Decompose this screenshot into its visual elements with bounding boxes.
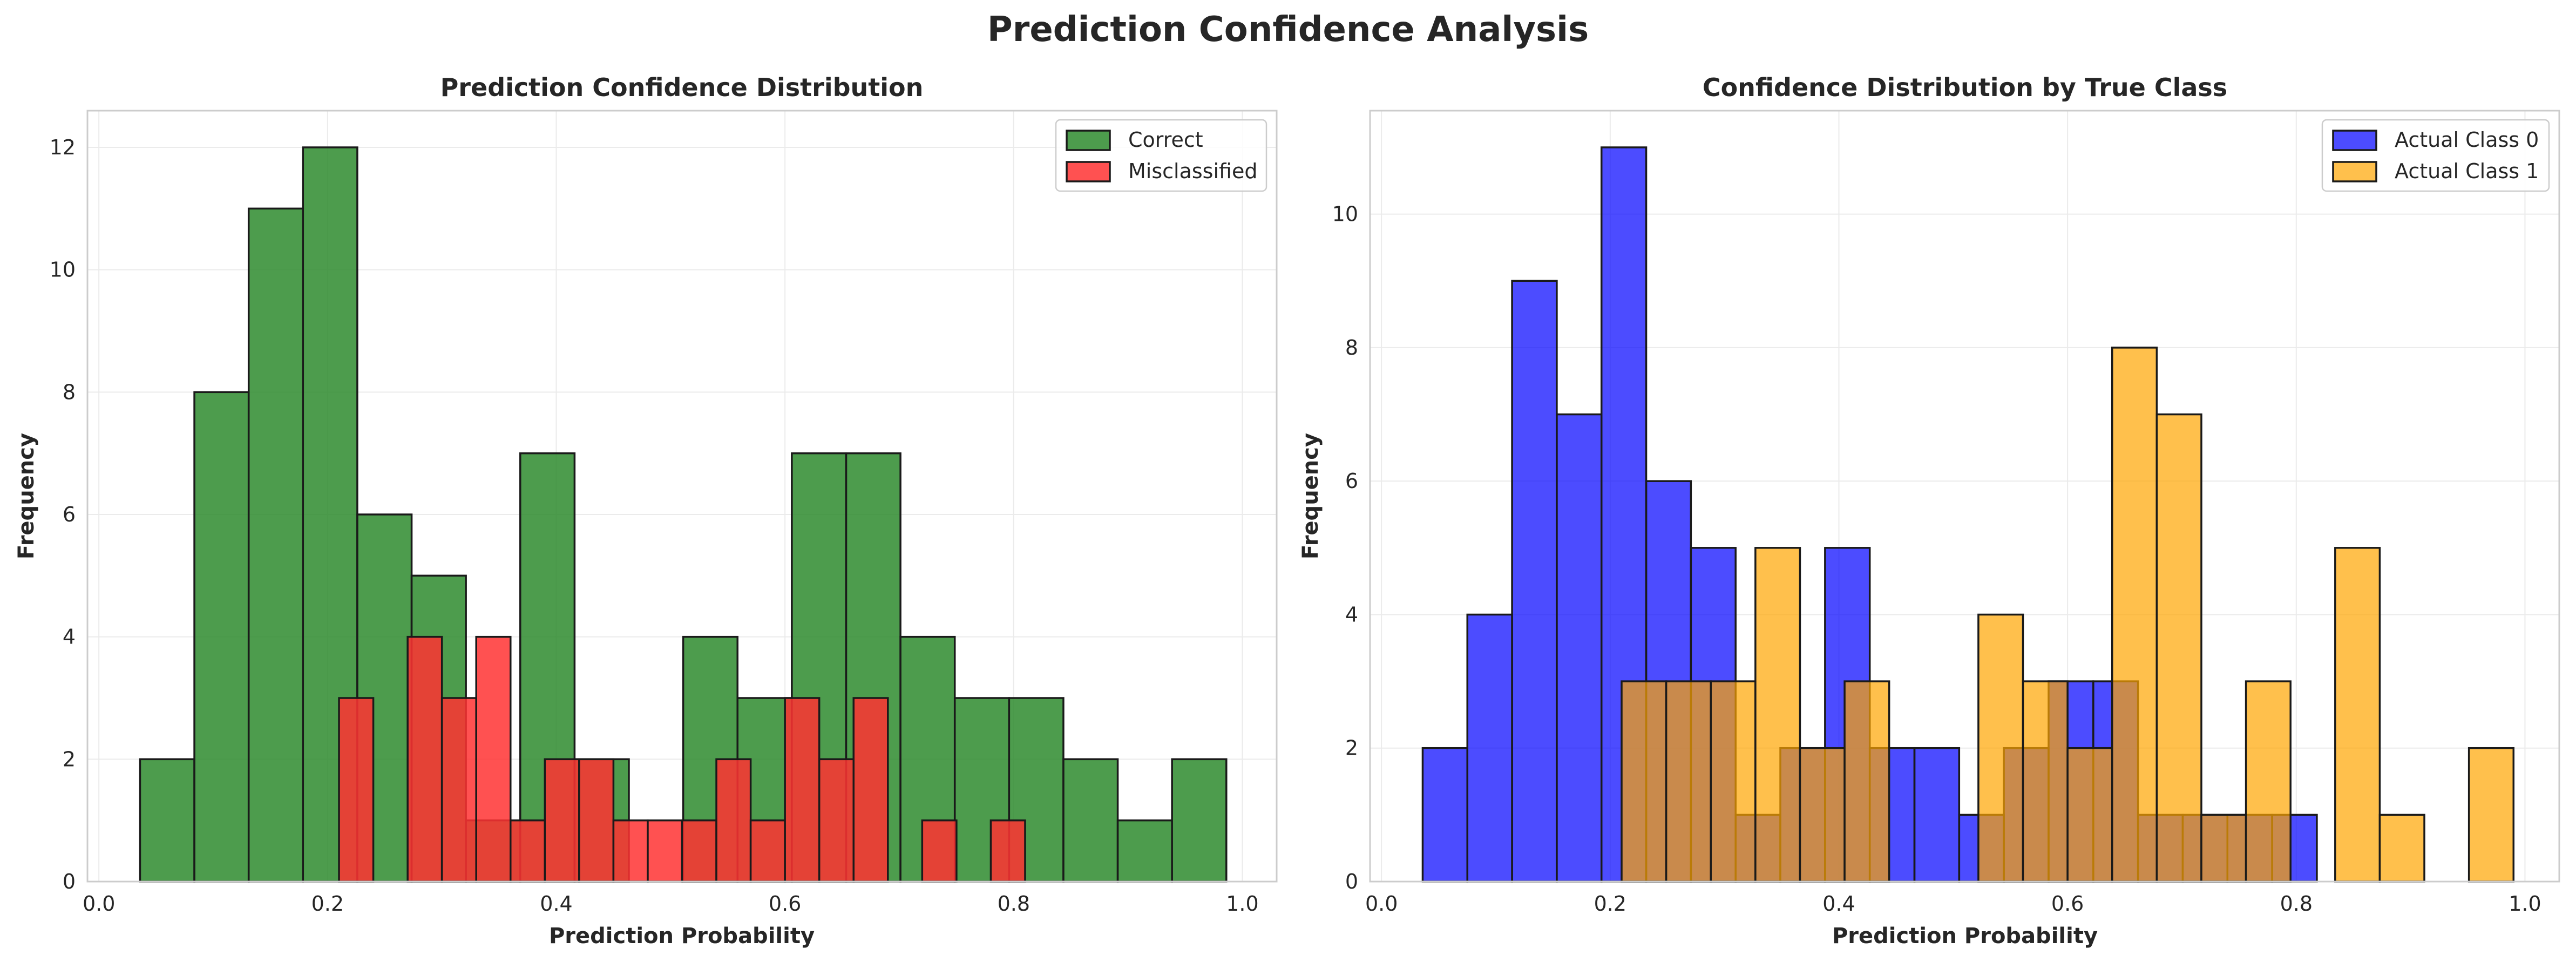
right-x-tick-label: 0.8 [2280, 892, 2313, 916]
legend-label-actual-class-0: Actual Class 0 [2395, 128, 2539, 152]
right-y-tick-label: 8 [1345, 336, 1358, 360]
left-x-tick-label: 0.4 [540, 892, 572, 916]
legend-label-misclassified: Misclassified [1128, 159, 1257, 183]
bar-actual-class-0 [1913, 747, 1961, 883]
right-y-tick-label: 2 [1345, 736, 1358, 760]
bar-misclassified [749, 819, 786, 883]
bar-actual-class-0 [1466, 613, 1513, 883]
bar-misclassified [681, 819, 717, 883]
bar-misclassified [921, 819, 958, 883]
bar-correct [139, 758, 195, 883]
legend-label-actual-class-1: Actual Class 1 [2395, 159, 2539, 183]
bar-misclassified [338, 697, 375, 883]
right-histogram-bars [1421, 146, 2515, 883]
left-histogram-bars [139, 146, 1228, 883]
bar-correct [1062, 758, 1119, 883]
bar-actual-class-1 [1977, 613, 2024, 883]
bar-actual-class-1 [2334, 547, 2381, 883]
left-histogram-x-axis-label: Prediction Probability [549, 924, 815, 949]
bar-misclassified [578, 758, 615, 883]
left-y-tick-label: 12 [50, 136, 76, 159]
right-histogram-plot-frame [1369, 110, 2560, 883]
right-histogram-y-axis-label: Frequency [1298, 433, 1323, 559]
right-y-tick-label: 0 [1345, 870, 1358, 893]
bar-misclassified [440, 697, 477, 883]
bar-actual-class-1 [2066, 747, 2113, 883]
right-x-tick-label: 0.0 [1365, 892, 1398, 916]
legend-swatch-actual-class-1 [2332, 161, 2377, 182]
bar-misclassified [544, 758, 580, 883]
left-x-tick-label: 1.0 [1226, 892, 1258, 916]
bar-actual-class-1 [1665, 680, 1712, 883]
legend-swatch-misclassified [1066, 161, 1111, 182]
right-histogram-title: Confidence Distribution by True Class [1703, 73, 2227, 102]
bar-misclassified [406, 635, 443, 883]
bar-actual-class-0 [1556, 413, 1603, 883]
left-histogram-y-axis-label: Frequency [14, 433, 39, 559]
legend-label-correct: Correct [1128, 128, 1203, 152]
right-histogram-tick-labels: 0.0 0.2 0.4 0.6 0.8 1.0 0 2 4 6 8 10 [1332, 202, 2541, 916]
bar-correct [1171, 758, 1228, 883]
right-x-tick-label: 0.2 [1594, 892, 1626, 916]
bar-misclassified [612, 819, 649, 883]
bar-actual-class-1 [1843, 680, 1890, 883]
left-y-tick-label: 10 [50, 258, 76, 282]
left-histogram-plot-frame [86, 110, 1278, 883]
bar-correct [193, 391, 250, 883]
left-x-tick-label: 0.2 [311, 892, 344, 916]
bar-correct [1116, 819, 1173, 883]
bar-misclassified [715, 758, 752, 883]
bar-misclassified [784, 697, 821, 883]
legend-swatch-correct [1066, 130, 1111, 151]
bar-actual-class-1 [2111, 347, 2158, 883]
bar-actual-class-1 [2378, 814, 2425, 883]
bar-actual-class-1 [2245, 680, 2292, 883]
left-histogram-panel: Prediction Confidence Distribution Predi… [14, 73, 1278, 949]
left-y-tick-label: 2 [63, 747, 76, 771]
right-histogram-x-axis-label: Prediction Probability [1832, 924, 2098, 949]
left-y-tick-label: 0 [63, 870, 76, 893]
bar-misclassified [989, 819, 1026, 883]
right-x-tick-label: 1.0 [2509, 892, 2541, 916]
bar-actual-class-0 [1511, 280, 1558, 883]
left-x-tick-label: 0.0 [83, 892, 115, 916]
right-x-tick-label: 0.6 [2051, 892, 2084, 916]
right-y-tick-label: 6 [1345, 469, 1358, 493]
bar-misclassified [818, 758, 855, 883]
left-histogram-legend: Correct Misclassified [1055, 119, 1267, 192]
bar-actual-class-1 [1754, 547, 1801, 883]
right-histogram-legend: Actual Class 0 Actual Class 1 [2321, 119, 2550, 192]
left-y-tick-label: 8 [63, 380, 76, 404]
right-histogram-panel: Confidence Distribution by True Class Pr… [1298, 73, 2560, 949]
bar-misclassified [647, 819, 683, 883]
bar-actual-class-1 [1621, 680, 1667, 883]
figure-title: Prediction Confidence Analysis [987, 10, 1589, 50]
bar-actual-class-1 [2022, 680, 2069, 883]
left-y-tick-label: 6 [63, 503, 76, 526]
bar-actual-class-1 [2467, 747, 2515, 883]
left-histogram-title: Prediction Confidence Distribution [440, 73, 924, 102]
bar-actual-class-1 [2200, 814, 2247, 883]
bar-actual-class-1 [1710, 680, 1757, 883]
bar-actual-class-1 [1799, 747, 1846, 883]
right-x-tick-label: 0.4 [1822, 892, 1855, 916]
bar-misclassified [475, 635, 512, 883]
bar-correct [247, 207, 304, 883]
bar-misclassified [852, 697, 889, 883]
bar-actual-class-1 [2155, 413, 2202, 883]
left-y-tick-label: 4 [63, 625, 76, 649]
right-y-tick-label: 10 [1332, 202, 1358, 226]
left-x-tick-label: 0.8 [998, 892, 1030, 916]
left-x-tick-label: 0.6 [769, 892, 801, 916]
right-histogram-legend-box [2321, 119, 2550, 192]
bar-misclassified [510, 819, 546, 883]
right-y-tick-label: 4 [1345, 602, 1358, 626]
left-histogram-tick-labels: 0.0 0.2 0.4 0.6 0.8 1.0 0 2 4 6 8 10 12 [50, 136, 1259, 916]
legend-swatch-actual-class-0 [2332, 130, 2377, 151]
bar-actual-class-0 [1421, 747, 1469, 883]
